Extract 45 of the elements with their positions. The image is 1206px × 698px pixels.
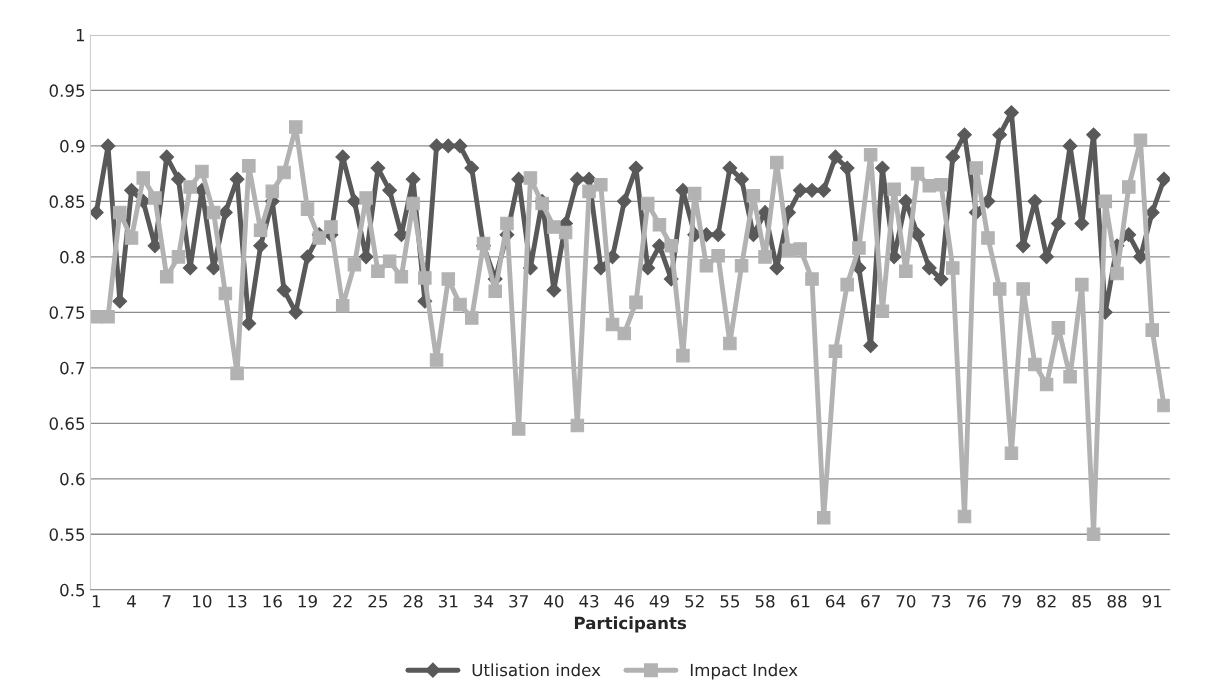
x-tick-label: 85 bbox=[1072, 594, 1091, 608]
x-tick-label: 73 bbox=[931, 594, 951, 608]
x-tick-label: 88 bbox=[1107, 594, 1127, 608]
legend-label: Utlisation index bbox=[472, 663, 601, 677]
x-tick-label: 7 bbox=[162, 595, 171, 608]
x-tick-label: 76 bbox=[967, 594, 986, 608]
x-tick-label: 58 bbox=[755, 594, 775, 608]
x-tick-label: 52 bbox=[685, 594, 704, 608]
y-tick-label: 0.65 bbox=[49, 417, 85, 430]
x-tick-label: 46 bbox=[614, 594, 634, 608]
x-tick-label: 64 bbox=[826, 594, 846, 608]
x-tick-label: 34 bbox=[474, 594, 494, 608]
y-tick-label: 0.5 bbox=[60, 583, 85, 597]
y-tick-label: 0.75 bbox=[49, 306, 85, 319]
y-tick-label: 0.55 bbox=[49, 528, 85, 541]
x-tick-label: 31 bbox=[438, 594, 458, 608]
y-tick-label: 0.9 bbox=[60, 139, 85, 153]
x-tick-label: 67 bbox=[861, 594, 880, 608]
x-tick-label: 16 bbox=[263, 594, 282, 608]
x-tick-label: 4 bbox=[127, 595, 136, 608]
x-tick-label: 61 bbox=[790, 594, 810, 608]
legend-label: Impact Index bbox=[690, 663, 798, 680]
x-tick-label: 37 bbox=[509, 594, 528, 608]
y-tick-label: 0.95 bbox=[49, 84, 85, 97]
x-tick-label: 10 bbox=[193, 594, 212, 608]
x-tick-label: 91 bbox=[1142, 594, 1162, 608]
y-tick-label: 0.85 bbox=[49, 195, 85, 208]
x-axis-title: Participants bbox=[574, 616, 687, 633]
y-tick-label: 0.8 bbox=[60, 250, 85, 264]
x-tick-label: 82 bbox=[1037, 594, 1056, 608]
x-tick-label: 19 bbox=[298, 594, 317, 608]
x-tick-label: 22 bbox=[333, 594, 352, 608]
y-tick-label: 0.7 bbox=[60, 361, 85, 375]
x-tick-label: 13 bbox=[228, 594, 247, 608]
y-tick-label: 1 bbox=[76, 29, 85, 42]
x-tick-label: 70 bbox=[896, 594, 916, 608]
x-tick-label: 40 bbox=[544, 594, 564, 608]
y-tick-label: 0.6 bbox=[60, 472, 85, 486]
x-tick-label: 28 bbox=[403, 594, 423, 608]
x-tick-label: 43 bbox=[579, 594, 599, 608]
x-tick-label: 25 bbox=[368, 594, 388, 608]
x-tick-label: 49 bbox=[649, 594, 669, 608]
x-tick-label: 55 bbox=[720, 595, 740, 608]
x-tick-label: 79 bbox=[1002, 594, 1021, 608]
x-tick-label: 1 bbox=[92, 595, 101, 608]
